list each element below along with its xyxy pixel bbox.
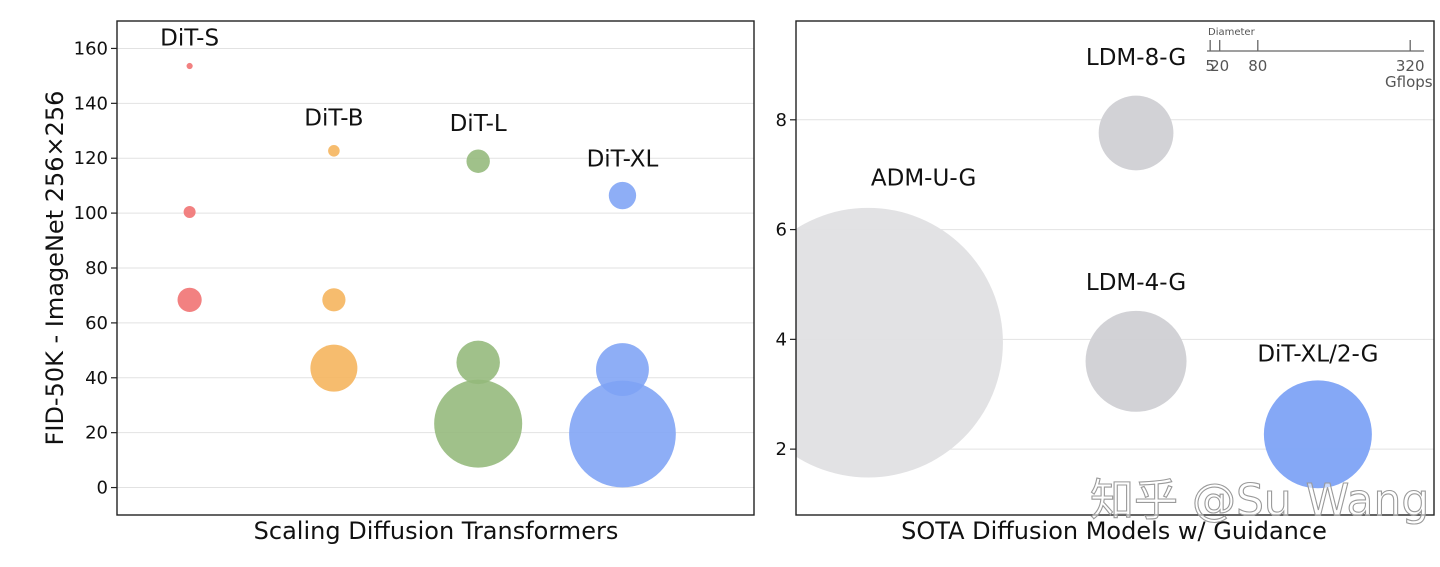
right-model-labels: ADM-U-G LDM-8-G LDM-4-G DiT-XL/2-G	[871, 45, 1379, 367]
bubble-adm-u-g	[796, 207, 1003, 478]
left-gridlines	[117, 47, 754, 489]
right-y-tick-label: 6	[776, 220, 787, 241]
bubble-dit-l	[456, 340, 500, 385]
bubble-dit-s	[177, 287, 202, 312]
size-legend-value: 320	[1396, 57, 1425, 75]
size-legend-value: 20	[1210, 57, 1229, 75]
series-label-dit-s: DiT-S	[160, 26, 219, 52]
left-x-axis-label: Scaling Diffusion Transformers	[254, 517, 619, 545]
size-legend-value: 80	[1248, 57, 1267, 75]
right-plot-frame	[795, 20, 1435, 516]
left-y-tick-label: 140	[74, 93, 108, 114]
model-label-ldm-4-g: LDM-4-G	[1086, 270, 1186, 296]
left-y-tick-label: 40	[85, 368, 108, 389]
bubble-dit-b	[322, 288, 346, 312]
left-y-axis-label: FID-50K - ImageNet 256×256	[41, 91, 69, 446]
bubble-dit-xl	[569, 380, 676, 488]
series-label-dit-b: DiT-B	[304, 105, 363, 131]
size-legend-ticks: 520 80 320	[1205, 40, 1425, 75]
bubble-ldm-4-g	[1085, 310, 1187, 412]
model-label-ldm-8-g: LDM-8-G	[1086, 45, 1186, 71]
watermark-text: 知乎 @Su Wang	[1090, 475, 1429, 526]
bubble-dit-s	[183, 206, 196, 219]
left-y-tick-label: 0	[97, 478, 108, 499]
size-legend: Diameter 520 80 320 Gflops	[1205, 27, 1432, 91]
bubble-ldm-8-g	[1098, 95, 1174, 171]
left-series-labels: DiT-S DiT-B DiT-L DiT-XL	[160, 26, 658, 173]
left-y-tick-label: 100	[74, 203, 108, 224]
bubble-dit-xl	[608, 181, 637, 210]
model-label-adm-u-g: ADM-U-G	[871, 166, 976, 192]
left-plot-frame	[116, 20, 755, 516]
bubble-dit-s	[186, 62, 193, 70]
right-bubbles	[796, 95, 1372, 489]
series-label-dit-l: DiT-L	[450, 111, 507, 137]
left-y-tick-label: 160	[74, 38, 108, 59]
bubble-dit-l	[434, 379, 523, 468]
size-legend-unit: Gflops	[1385, 73, 1433, 91]
left-y-tick-label: 20	[85, 423, 108, 444]
bubble-dit-xl-2-g	[1263, 380, 1372, 489]
bubble-dit-b	[328, 145, 340, 157]
bubble-dit-xl	[596, 343, 649, 396]
right-x-axis-label: SOTA Diffusion Models w/ Guidance	[901, 517, 1327, 545]
left-bubbles	[177, 62, 676, 488]
left-y-tick-label: 120	[74, 148, 108, 169]
model-label-dit-xl-2-g: DiT-XL/2-G	[1257, 341, 1378, 367]
right-y-tick-label: 8	[776, 110, 787, 131]
right-y-tick-label: 2	[776, 439, 787, 460]
size-legend-title: Diameter	[1208, 27, 1256, 38]
left-y-ticks: 0 20 40 60 80 100 120 140 160	[74, 38, 117, 499]
left-y-tick-label: 60	[85, 313, 108, 334]
bubble-dit-b	[310, 344, 358, 392]
right-y-ticks: 2 4 6 8	[776, 110, 796, 460]
size-legend-value: 5	[1205, 57, 1215, 75]
left-y-tick-label: 80	[85, 258, 108, 279]
bubble-dit-l	[466, 149, 490, 173]
right-chart: 2 4 6 8 ADM-U-G LDM-8-G LDM-4-G DiT-XL/2-G SOT…	[776, 20, 1435, 545]
series-label-dit-xl: DiT-XL	[587, 146, 659, 172]
right-y-tick-label: 4	[776, 329, 787, 350]
